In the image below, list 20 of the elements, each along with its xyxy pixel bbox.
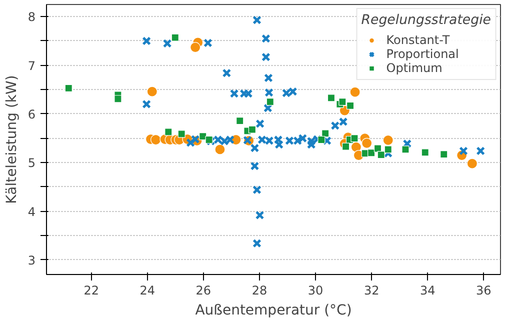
x-tick-label: 28: [252, 284, 268, 298]
x-tick-label: 30: [308, 284, 324, 298]
x-tick-label: 26: [196, 284, 212, 298]
legend-label: Optimum: [386, 61, 442, 75]
legend-title: Regelungsstrategie: [361, 13, 491, 28]
x-tick-label: 32: [364, 284, 380, 298]
y-tick-label: 6: [28, 107, 36, 122]
legend-label: Proportional: [386, 47, 459, 61]
x-tick-label: 22: [84, 284, 99, 298]
y-axis-title: Kälteleistung (kW): [4, 75, 20, 204]
x-tick-label: 24: [140, 284, 156, 298]
y-tick-label: 7: [28, 58, 36, 73]
x-tick-label: 36: [476, 284, 492, 298]
legend-label: Konstant-T: [386, 33, 450, 47]
y-tick-label: 3: [28, 253, 36, 268]
y-tick-label: 4: [28, 204, 36, 219]
y-tick-label: 8: [28, 10, 36, 24]
x-axis-title: Außentemperatur (°C): [195, 302, 352, 318]
x-tick-label: 34: [420, 284, 436, 298]
y-tick-label: 5: [28, 156, 36, 170]
